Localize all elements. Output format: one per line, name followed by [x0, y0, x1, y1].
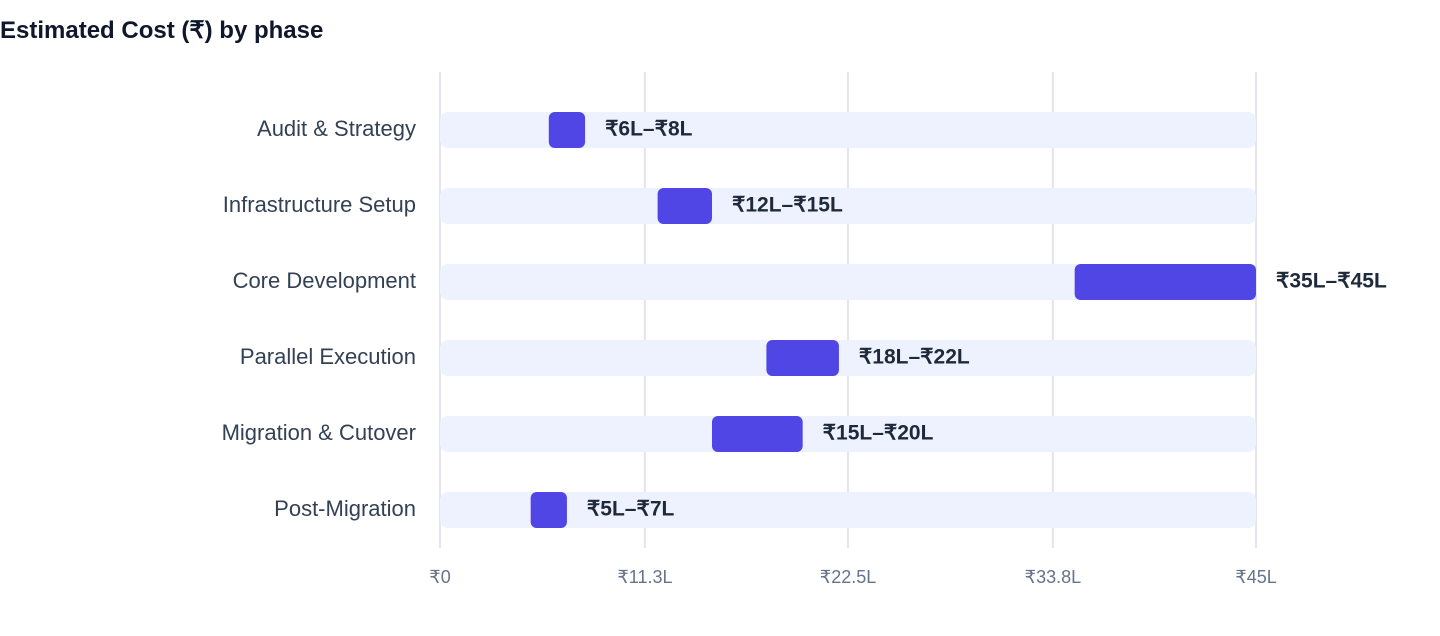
value-label: ₹18L–₹22L	[859, 346, 970, 369]
category-label: Core Development	[233, 268, 416, 293]
value-label: ₹5L–₹7L	[587, 498, 675, 521]
value-labels: ₹6L–₹8L ₹12L–₹15L ₹35L–₹45L ₹18L–₹22L ₹15L–₹…	[587, 118, 1387, 521]
bar-track	[440, 264, 1256, 300]
value-label: ₹35L–₹45L	[1276, 270, 1387, 293]
bar-track	[440, 492, 1256, 528]
category-labels: Audit & Strategy Infrastructure Setup Core…	[222, 116, 416, 521]
bar-track	[440, 112, 1256, 148]
grid-lines	[439, 72, 1257, 548]
range-bar[interactable]	[657, 188, 712, 224]
bar-track	[440, 188, 1256, 224]
value-label: ₹6L–₹8L	[605, 118, 693, 141]
value-label: ₹12L–₹15L	[732, 194, 843, 217]
category-label: Migration & Cutover	[222, 420, 416, 445]
x-tick-label: ₹45L	[1235, 567, 1276, 587]
category-label: Post-Migration	[274, 496, 416, 521]
bar-track	[440, 340, 1256, 376]
x-axis-tick-labels: ₹0 ₹11.3L ₹22.5L ₹33.8L ₹45L	[429, 567, 1276, 587]
value-label: ₹15L–₹20L	[823, 422, 934, 445]
x-tick-label: ₹0	[429, 567, 450, 587]
range-bar[interactable]	[548, 112, 586, 148]
range-bar[interactable]	[530, 492, 567, 528]
range-bar[interactable]	[766, 340, 839, 376]
x-tick-label: ₹33.8L	[1025, 567, 1082, 587]
category-label: Audit & Strategy	[257, 116, 416, 141]
x-tick-label: ₹22.5L	[820, 567, 877, 587]
bar-track	[440, 416, 1256, 452]
category-label: Parallel Execution	[240, 344, 416, 369]
x-tick-label: ₹11.3L	[617, 567, 672, 587]
chart-title: Estimated Cost (₹) by phase	[0, 17, 324, 44]
bar-tracks	[440, 112, 1256, 528]
range-bar[interactable]	[712, 416, 803, 452]
category-label: Infrastructure Setup	[223, 192, 416, 217]
range-bars	[530, 112, 1256, 528]
range-bar[interactable]	[1074, 264, 1256, 300]
